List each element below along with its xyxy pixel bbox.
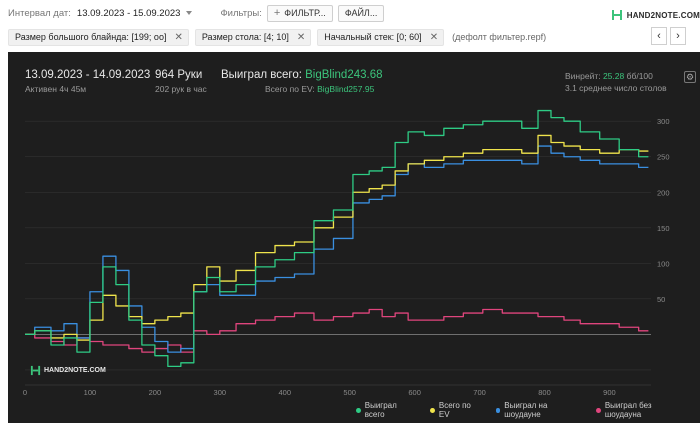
total-won: Выиграл всего: BigBlind243.68 [221, 69, 383, 81]
file-button[interactable]: ФАЙЛ... [337, 4, 385, 22]
default-filter-file: (дефолт фильтер.repf) [452, 32, 547, 42]
file-button-label: ФАЙЛ... [344, 8, 378, 18]
x-tick-label: 800 [538, 388, 551, 397]
legend-label: Выиграл на шоудауне [504, 401, 548, 419]
legend-label: Выиграл без шоудауна [604, 401, 652, 419]
winrate-unit: бб/100 [626, 71, 653, 81]
close-icon[interactable]: ✕ [174, 31, 183, 43]
total-ev-value: BigBlind257.95 [317, 84, 375, 94]
y-tick-label: 250 [657, 153, 670, 162]
filter-chip-label: Начальный стек: [0; 60] [324, 32, 422, 42]
legend-label: Всего по EV [438, 401, 471, 419]
scroll-left-button[interactable]: ‹ [651, 27, 667, 45]
x-tick-label: 500 [343, 388, 356, 397]
chevron-down-icon [186, 11, 193, 15]
gear-icon[interactable]: ⚙ [684, 71, 696, 83]
filters-label: Фильтры: [220, 7, 262, 19]
legend-dot [356, 407, 361, 413]
x-tick-label: 100 [84, 388, 97, 397]
legend-item-won[interactable]: Выиграл всего [356, 401, 416, 419]
winrate-label: Винрейт: [565, 71, 601, 81]
filter-chips: Размер большого блайнда: [199; оо] ✕ Раз… [0, 28, 700, 46]
series-line [25, 134, 649, 341]
watermark: HAND2NOTE.COM [30, 365, 106, 376]
chart-legend: Выиграл всего Всего по EV Выиграл на шоу… [356, 401, 700, 419]
winrate: Винрейт: 25.28 бб/100 [565, 71, 653, 81]
plus-icon: + [273, 7, 281, 19]
brand-logo-text: HAND2NOTE.COM [626, 10, 700, 20]
y-tick-label: 300 [657, 117, 670, 126]
series-line [25, 145, 649, 353]
total-won-label: Выиграл всего: [221, 69, 302, 81]
filter-chip-label: Размер большого блайнда: [199; оо] [15, 32, 167, 42]
filter-chip[interactable]: Размер стола: [4; 10] ✕ [194, 28, 312, 46]
filter-chip-label: Размер стола: [4; 10] [201, 32, 289, 42]
hand2note-logo-icon [611, 10, 622, 20]
date-range-value: 13.09.2023 - 15.09.2023 [76, 7, 181, 19]
y-tick-label: 200 [657, 188, 670, 197]
legend-item-no-showdown[interactable]: Выиграл без шоудауна [596, 401, 686, 419]
x-tick-label: 600 [408, 388, 421, 397]
total-ev: Всего по EV: BigBlind257.95 [265, 84, 374, 94]
active-time: Активен 4ч 45м [25, 84, 87, 94]
legend-item-ev[interactable]: Всего по EV [430, 401, 481, 419]
total-ev-label: Всего по EV: [265, 84, 315, 94]
profit-graph: 50 100 150 200 250 300 0 100 200 300 400 500 600 700 8… [23, 109, 670, 397]
legend-label: Выиграл всего [364, 401, 397, 419]
x-tick-label: 300 [214, 388, 227, 397]
x-tick-label: 700 [473, 388, 486, 397]
x-tick-label: 400 [278, 388, 291, 397]
date-range-label: Интервал дат: [8, 7, 71, 19]
legend-dot [596, 407, 601, 413]
chevron-right-icon: › [676, 30, 680, 42]
y-tick-label: 150 [657, 224, 670, 233]
series-line [25, 109, 649, 367]
hand2note-logo-icon [30, 365, 41, 376]
winrate-value: 25.28 [602, 71, 625, 81]
session-dates: 13.09.2023 - 14.09.2023 [25, 69, 151, 81]
x-tick-label: 900 [603, 388, 616, 397]
hands-per-hour: 202 рук в час [155, 84, 207, 94]
x-tick-label: 200 [149, 388, 162, 397]
y-tick-label: 100 [657, 259, 670, 268]
legend-item-showdown[interactable]: Выиграл на шоудауне [495, 401, 583, 419]
filter-chip[interactable]: Начальный стек: [0; 60] ✕ [317, 28, 445, 46]
legend-dot [430, 407, 435, 413]
x-tick-label: 0 [23, 388, 27, 397]
brand-logo: HAND2NOTE.COM [611, 9, 700, 21]
close-icon[interactable]: ✕ [429, 31, 439, 43]
total-won-value: BigBlind243.68 [305, 69, 383, 81]
close-icon[interactable]: ✕ [296, 31, 306, 43]
legend-dot [495, 407, 501, 413]
toolbar: Интервал дат: 13.09.2023 - 15.09.2023 Фи… [0, 0, 700, 26]
graph-panel: 50 100 150 200 250 300 0 100 200 300 400 500 600 700 8… [8, 52, 700, 423]
watermark-text: HAND2NOTE.COM [44, 367, 106, 374]
chevron-left-icon: ‹ [657, 30, 661, 42]
y-tick-label: 50 [657, 295, 665, 304]
average-tables: 3.1 среднее число столов [565, 83, 667, 93]
scroll-right-button[interactable]: › [670, 27, 686, 45]
series-line [25, 308, 649, 353]
hands-count: 964 Руки [155, 69, 203, 81]
date-range-select[interactable]: 13.09.2023 - 15.09.2023 [77, 8, 193, 19]
filter-button-label: ФИЛЬТР... [284, 8, 326, 18]
filter-button[interactable]: + ФИЛЬТР... [266, 4, 333, 22]
filter-chip[interactable]: Размер большого блайнда: [199; оо] ✕ [8, 28, 189, 46]
